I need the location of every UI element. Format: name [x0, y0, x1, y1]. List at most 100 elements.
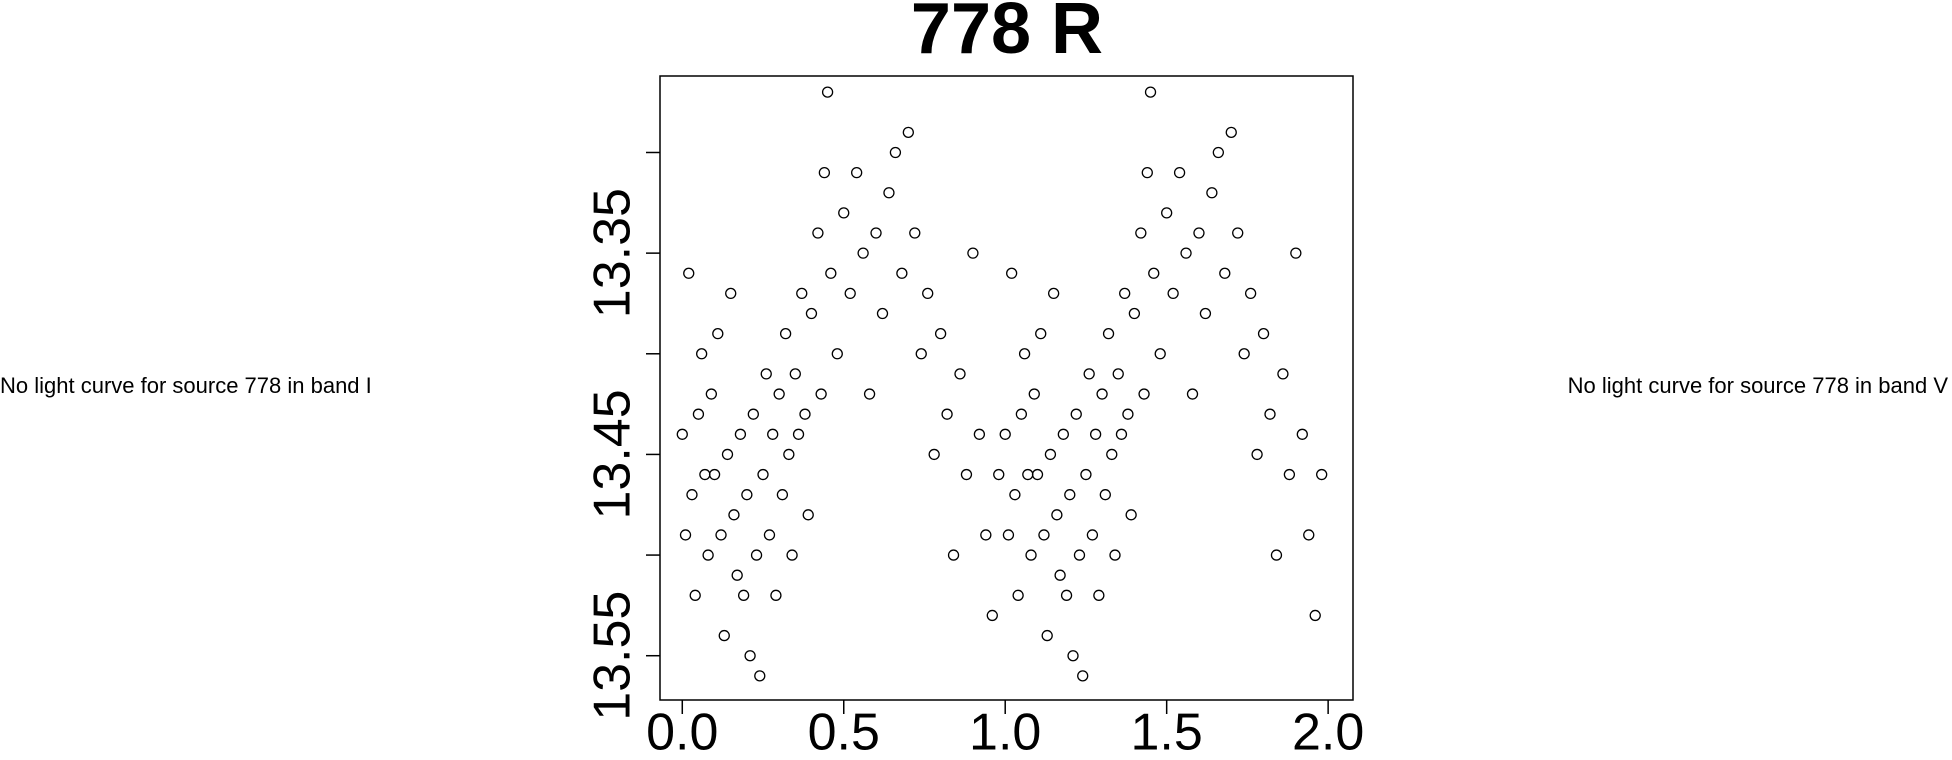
- x-tick-label: 0.0: [646, 704, 718, 760]
- point: [767, 428, 779, 440]
- point: [815, 388, 827, 400]
- point: [825, 267, 837, 279]
- point: [1006, 267, 1018, 279]
- point: [857, 247, 869, 259]
- point: [1264, 408, 1276, 420]
- point: [786, 549, 798, 561]
- point: [863, 388, 876, 400]
- point: [1225, 126, 1237, 139]
- point: [754, 670, 766, 682]
- point: [734, 428, 747, 440]
- point: [763, 529, 776, 541]
- point: [1128, 307, 1141, 320]
- point: [928, 448, 940, 461]
- point: [851, 166, 863, 179]
- point: [1060, 589, 1073, 601]
- point: [1064, 489, 1076, 501]
- point: [783, 448, 795, 461]
- point: [799, 408, 811, 420]
- point: [1038, 529, 1050, 541]
- point: [1296, 428, 1308, 440]
- point: [747, 408, 759, 420]
- point: [1044, 448, 1057, 461]
- point: [1138, 388, 1150, 400]
- note: No light curve for source 778 in band V: [1568, 373, 1949, 398]
- point: [689, 589, 701, 601]
- point: [1154, 348, 1166, 360]
- point: [876, 307, 889, 320]
- y-tick-label: 13.45: [584, 389, 642, 519]
- point: [896, 267, 908, 279]
- point: [779, 328, 792, 340]
- point: [1309, 609, 1321, 622]
- note: No light curve for source 778 in band I: [0, 373, 372, 398]
- point: [757, 468, 769, 481]
- point: [1080, 468, 1092, 481]
- point: [731, 569, 743, 581]
- point: [821, 86, 834, 98]
- point: [1186, 388, 1199, 400]
- y-tick-label: 13.55: [584, 591, 642, 721]
- point: [679, 529, 692, 541]
- point: [1047, 287, 1060, 300]
- point: [947, 549, 960, 561]
- point: [838, 207, 850, 219]
- point: [1025, 549, 1037, 561]
- point: [741, 489, 753, 501]
- point: [1135, 227, 1147, 239]
- point: [1106, 448, 1118, 461]
- point: [954, 368, 966, 380]
- point: [1167, 287, 1179, 300]
- point: [1067, 650, 1079, 662]
- point: [1093, 589, 1105, 601]
- point: [1316, 468, 1328, 481]
- plot-frame: [659, 75, 1354, 701]
- x-tick-label: 2.0: [1292, 704, 1364, 760]
- point: [1180, 247, 1192, 259]
- point: [1257, 328, 1270, 340]
- point: [1099, 489, 1111, 501]
- point: [676, 428, 688, 440]
- x-tick-label: 1.5: [1131, 704, 1203, 760]
- point: [1141, 166, 1153, 179]
- point: [770, 589, 782, 601]
- point: [967, 247, 979, 259]
- point: [1035, 328, 1047, 340]
- point: [1290, 247, 1302, 259]
- point: [1283, 468, 1296, 481]
- point: [1173, 166, 1186, 179]
- point: [760, 368, 772, 380]
- point: [1115, 428, 1128, 440]
- point: [889, 146, 902, 159]
- point: [941, 408, 953, 420]
- point: [1012, 589, 1024, 601]
- point: [1077, 670, 1089, 682]
- point: [1102, 328, 1115, 340]
- point: [725, 287, 737, 300]
- point: [922, 287, 934, 300]
- point: [737, 589, 750, 601]
- point: [1073, 549, 1086, 561]
- point: [692, 408, 705, 420]
- point: [718, 629, 730, 642]
- point: [750, 549, 763, 561]
- point: [683, 267, 695, 279]
- point: [1119, 287, 1131, 300]
- point: [1161, 207, 1173, 219]
- point: [980, 529, 992, 541]
- point: [934, 328, 947, 340]
- point: [699, 468, 711, 481]
- point: [1251, 448, 1263, 461]
- point: [715, 529, 727, 541]
- point: [1009, 489, 1021, 501]
- point: [960, 468, 973, 481]
- point: [973, 428, 986, 440]
- point: [1148, 267, 1160, 279]
- point: [1015, 408, 1028, 420]
- point: [805, 307, 818, 320]
- point: [1028, 388, 1040, 400]
- point: [883, 187, 895, 199]
- point: [999, 428, 1011, 440]
- point: [1051, 509, 1063, 521]
- point: [802, 509, 814, 521]
